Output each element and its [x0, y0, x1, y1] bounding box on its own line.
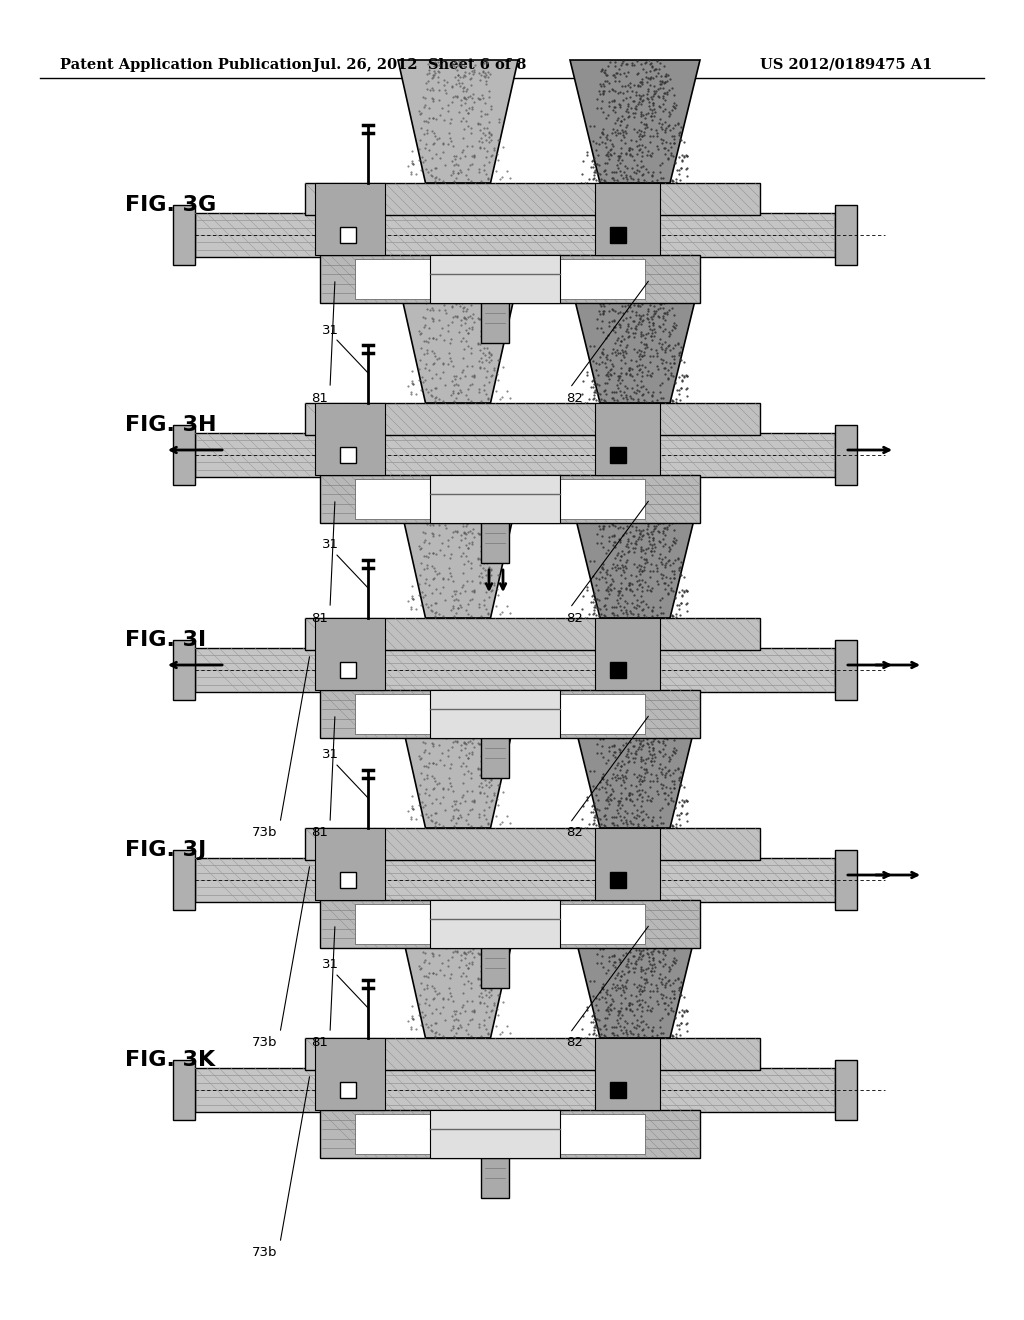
Bar: [173, 1060, 195, 1119]
Text: 82: 82: [566, 1036, 584, 1049]
Text: 81: 81: [311, 611, 329, 624]
Text: Patent Application Publication: Patent Application Publication: [60, 58, 312, 73]
Text: FIG. 3K: FIG. 3K: [125, 1049, 215, 1071]
Polygon shape: [398, 59, 518, 183]
Bar: [610, 663, 626, 678]
Bar: [430, 255, 560, 304]
Polygon shape: [570, 59, 700, 183]
Bar: [319, 1110, 700, 1158]
Bar: [430, 900, 560, 948]
Bar: [481, 304, 509, 343]
Polygon shape: [570, 495, 700, 618]
Bar: [305, 618, 760, 649]
Polygon shape: [570, 915, 700, 1038]
Text: 73b: 73b: [252, 826, 278, 840]
Bar: [315, 618, 385, 690]
Text: 82: 82: [566, 826, 584, 840]
Polygon shape: [570, 280, 700, 403]
Bar: [305, 828, 760, 861]
Bar: [610, 1082, 626, 1098]
Bar: [315, 403, 385, 475]
Bar: [340, 227, 356, 243]
Bar: [355, 479, 645, 519]
Bar: [173, 425, 195, 484]
Text: 31: 31: [322, 958, 339, 972]
Text: 82: 82: [566, 392, 584, 404]
Bar: [340, 663, 356, 678]
Bar: [835, 425, 857, 484]
Text: Jul. 26, 2012  Sheet 6 of 8: Jul. 26, 2012 Sheet 6 of 8: [313, 58, 526, 73]
Bar: [595, 403, 660, 475]
Polygon shape: [570, 705, 700, 828]
Bar: [173, 205, 195, 265]
Text: FIG. 3I: FIG. 3I: [125, 630, 206, 649]
Text: 81: 81: [311, 392, 329, 404]
Bar: [595, 183, 660, 255]
Bar: [595, 828, 660, 900]
Bar: [340, 447, 356, 463]
Bar: [340, 1082, 356, 1098]
Bar: [305, 403, 760, 436]
Bar: [430, 690, 560, 738]
Bar: [319, 900, 700, 948]
Text: 81: 81: [311, 1036, 329, 1049]
Bar: [835, 1060, 857, 1119]
Bar: [195, 858, 835, 902]
Bar: [355, 259, 645, 300]
Bar: [315, 1038, 385, 1110]
Polygon shape: [398, 915, 518, 1038]
Bar: [430, 475, 560, 523]
Bar: [195, 1068, 835, 1111]
Text: 31: 31: [322, 748, 339, 762]
Bar: [430, 1110, 560, 1158]
Bar: [481, 948, 509, 987]
Bar: [173, 640, 195, 700]
Bar: [319, 475, 700, 523]
Polygon shape: [398, 705, 518, 828]
Bar: [173, 850, 195, 909]
Bar: [835, 640, 857, 700]
Text: FIG. 3G: FIG. 3G: [125, 195, 216, 215]
Bar: [315, 828, 385, 900]
Text: FIG. 3J: FIG. 3J: [125, 840, 206, 861]
Bar: [481, 523, 509, 564]
Bar: [319, 255, 700, 304]
Bar: [305, 1038, 760, 1071]
Bar: [481, 738, 509, 777]
Bar: [319, 690, 700, 738]
Bar: [355, 1114, 645, 1154]
Bar: [355, 904, 645, 944]
Bar: [315, 183, 385, 255]
Bar: [610, 447, 626, 463]
Bar: [835, 850, 857, 909]
Polygon shape: [398, 280, 518, 403]
Bar: [595, 618, 660, 690]
Text: 73b: 73b: [252, 1036, 278, 1049]
Bar: [195, 213, 835, 257]
Bar: [481, 1158, 509, 1199]
Bar: [305, 183, 760, 215]
Text: 31: 31: [322, 539, 339, 552]
Text: 82: 82: [566, 611, 584, 624]
Bar: [195, 648, 835, 692]
Bar: [595, 1038, 660, 1110]
Bar: [355, 694, 645, 734]
Bar: [610, 227, 626, 243]
Text: 81: 81: [311, 826, 329, 840]
Text: 73b: 73b: [252, 1246, 278, 1259]
Bar: [610, 873, 626, 888]
Text: US 2012/0189475 A1: US 2012/0189475 A1: [760, 58, 933, 73]
Bar: [340, 873, 356, 888]
Text: FIG. 3H: FIG. 3H: [125, 414, 216, 436]
Text: 31: 31: [322, 323, 339, 337]
Polygon shape: [398, 495, 518, 618]
Bar: [835, 205, 857, 265]
Bar: [195, 433, 835, 477]
